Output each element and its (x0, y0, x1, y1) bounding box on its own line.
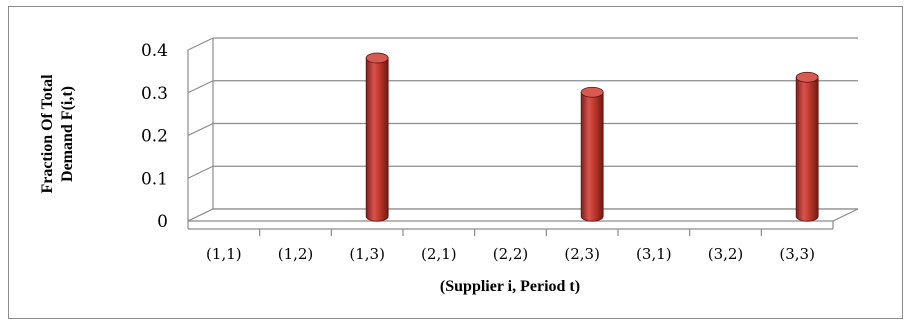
y-tick-labels: 0 0.1 0.2 0.3 0.4 (141, 41, 168, 232)
y-tick-label: 0.3 (141, 84, 168, 104)
bars (365, 52, 819, 222)
bar-body (795, 76, 819, 222)
floor (187, 208, 859, 222)
x-tick-label: (3,2) (708, 245, 744, 263)
x-tick-label: (1,1) (206, 245, 242, 263)
bar (580, 86, 604, 222)
bar (795, 71, 819, 222)
x-tick-label: (2,3) (564, 245, 600, 263)
y-axis-title-line-2: Demand F(i,t) (59, 86, 76, 182)
bar-body (580, 91, 604, 222)
gridline-connector (187, 37, 214, 51)
gridlines (187, 37, 858, 222)
gridline-connector (187, 122, 214, 137)
x-tick-label: (2,2) (493, 245, 529, 263)
gridline-connector (187, 165, 214, 179)
x-tick-label: (3,3) (779, 245, 815, 263)
x-tick-label: (2,1) (421, 245, 457, 263)
bar-top (795, 71, 819, 83)
bar-body (365, 57, 389, 222)
y-tick-label: 0.1 (141, 169, 168, 189)
y-tick-label: 0.2 (141, 127, 168, 147)
axes (187, 38, 859, 236)
x-axis-title: (Supplier i, Period t) (440, 278, 580, 295)
y-tick-label: 0.4 (141, 41, 168, 61)
bar-top (580, 86, 604, 98)
y-axis-title: Fraction Of Total Demand F(i,t) (39, 74, 76, 194)
bar (365, 52, 389, 222)
x-tick-label: (1,2) (278, 245, 314, 263)
bar-top (365, 52, 389, 64)
chart-frame (8, 6, 903, 319)
x-tick-labels: (1,1) (1,2) (1,3) (2,1) (2,2) (2,3) (3,1) (3,2)… (206, 245, 815, 263)
x-tick-label: (3,1) (636, 245, 672, 263)
y-tick-label: 0 (157, 212, 168, 232)
y-axis-title-line-1: Fraction Of Total (39, 74, 56, 194)
gridline-connector (187, 80, 214, 94)
x-tick-label: (1,3) (349, 245, 385, 263)
